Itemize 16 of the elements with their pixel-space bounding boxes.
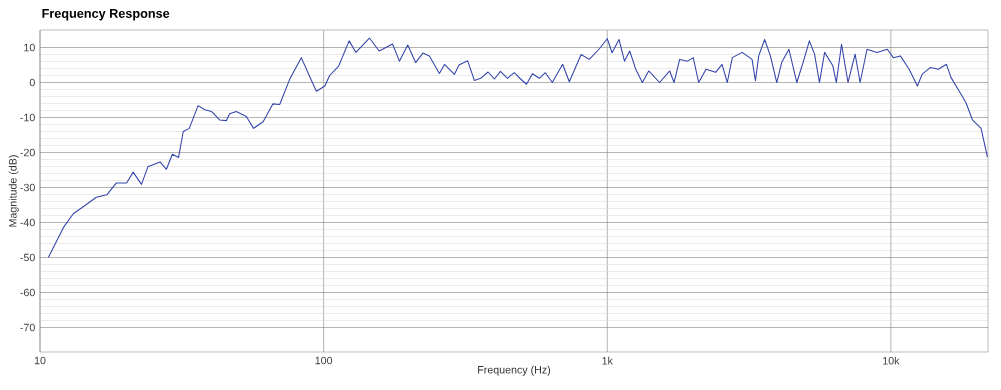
y-tick-label: -20: [20, 148, 35, 157]
x-tick-label: 10k: [883, 356, 900, 365]
y-tick-label: -30: [20, 183, 35, 192]
y-tick-label: -10: [20, 113, 35, 122]
x-axis-title: Frequency (Hz): [478, 365, 551, 376]
y-tick-label: -50: [20, 253, 35, 262]
y-tick-label: 0: [29, 78, 35, 87]
y-tick-label: 10: [24, 43, 35, 52]
x-tick-label: 10: [34, 356, 46, 365]
y-tick-label: -60: [20, 288, 35, 297]
x-tick-label: 1k: [602, 356, 613, 365]
y-axis-title: Magnitude (dB): [8, 155, 19, 227]
y-tick-label: -40: [20, 218, 35, 227]
chart-title: Frequency Response: [42, 9, 170, 21]
x-tick-label: 100: [315, 356, 333, 365]
y-tick-label: -70: [20, 323, 35, 332]
